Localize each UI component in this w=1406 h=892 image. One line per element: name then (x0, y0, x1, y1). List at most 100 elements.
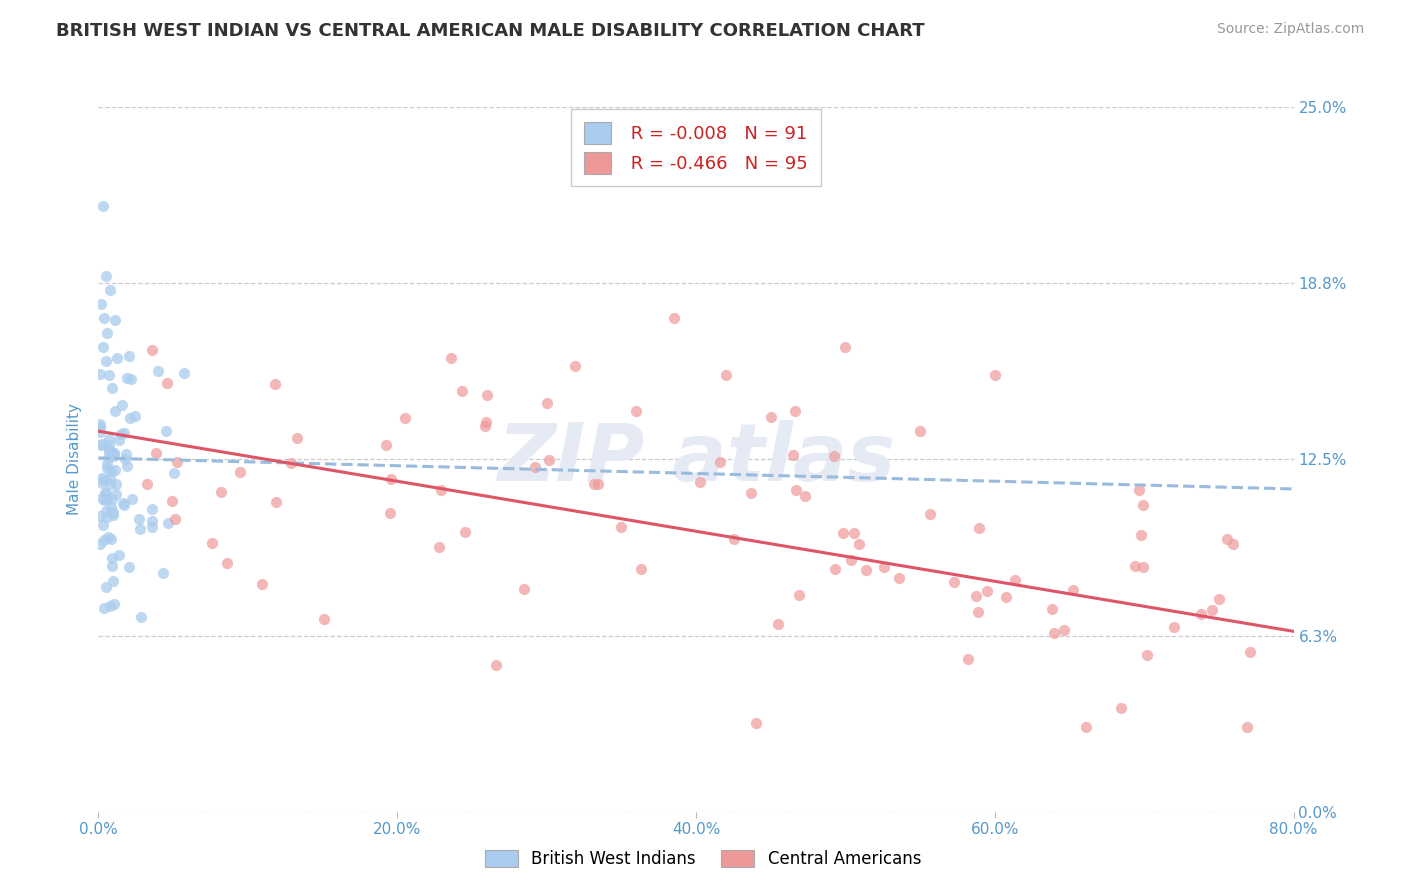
Point (524, 460, 547, 475)
Point (984, 368, 1007, 382)
Point (141, 519, 163, 533)
Point (90, 437, 112, 451)
Point (957, 652, 980, 666)
Point (1236, 720, 1258, 734)
Point (380, 472, 402, 486)
Point (135, 477, 157, 491)
Point (1132, 498, 1154, 512)
Point (100, 477, 122, 491)
Point (93, 601, 115, 615)
Point (1216, 533, 1239, 547)
Point (1132, 559, 1154, 574)
Point (740, 486, 762, 500)
Point (782, 448, 804, 462)
Point (96, 458, 118, 472)
Point (98, 283, 122, 297)
Point (100, 465, 122, 479)
Point (124, 409, 146, 423)
Point (451, 384, 474, 399)
Point (285, 432, 308, 446)
Point (96, 580, 118, 594)
Point (101, 446, 124, 460)
Point (1062, 582, 1084, 597)
Point (103, 449, 125, 463)
Point (1239, 645, 1261, 659)
Point (104, 487, 127, 501)
Point (101, 574, 124, 588)
Point (264, 495, 287, 509)
Point (115, 447, 138, 461)
Point (96, 491, 118, 506)
Point (155, 425, 177, 439)
Point (128, 522, 150, 536)
Point (111, 398, 134, 412)
Point (513, 582, 536, 597)
Point (967, 521, 990, 535)
Point (1163, 620, 1185, 634)
Point (93, 493, 115, 508)
Point (1201, 603, 1223, 617)
Point (1130, 527, 1153, 541)
Point (201, 536, 224, 550)
Point (100, 500, 122, 514)
Point (1053, 623, 1076, 637)
Point (107, 351, 129, 365)
Point (152, 566, 174, 581)
Point (378, 506, 401, 520)
Point (89, 367, 111, 381)
Point (112, 496, 135, 510)
Point (156, 376, 179, 390)
Point (91, 517, 114, 532)
Point (98, 470, 121, 484)
Point (976, 583, 998, 598)
Point (965, 589, 987, 603)
Point (157, 516, 180, 530)
Point (427, 540, 450, 554)
Point (100, 599, 122, 613)
Point (101, 505, 124, 519)
Point (1123, 559, 1146, 574)
Point (967, 605, 990, 619)
Point (90, 491, 112, 506)
Point (115, 370, 138, 384)
Point (995, 590, 1018, 604)
Point (785, 483, 807, 497)
Point (93, 533, 115, 547)
Point (160, 493, 183, 508)
Point (766, 616, 789, 631)
Point (162, 466, 184, 480)
Point (1191, 607, 1213, 622)
Point (263, 376, 285, 391)
Point (104, 404, 127, 418)
Point (474, 419, 496, 434)
Point (91, 471, 114, 485)
Point (375, 438, 398, 452)
Point (129, 609, 152, 624)
Point (103, 598, 125, 612)
Point (97, 368, 120, 382)
Point (104, 463, 127, 477)
Point (121, 491, 143, 506)
Point (103, 508, 125, 523)
Point (96, 461, 118, 475)
Point (630, 561, 652, 575)
Point (759, 410, 782, 425)
Point (1208, 591, 1230, 606)
Point (141, 343, 163, 357)
Point (1128, 483, 1150, 498)
Point (94, 353, 117, 368)
Point (97, 444, 120, 458)
Point (89, 508, 111, 523)
Point (714, 368, 737, 382)
Point (97, 450, 120, 465)
Point (93, 311, 115, 326)
Point (118, 410, 141, 425)
Point (101, 381, 124, 395)
Point (785, 403, 807, 417)
Point (104, 313, 127, 327)
Point (101, 559, 124, 574)
Point (108, 434, 131, 448)
Point (217, 557, 239, 571)
Point (430, 483, 453, 497)
Point (97, 438, 120, 452)
